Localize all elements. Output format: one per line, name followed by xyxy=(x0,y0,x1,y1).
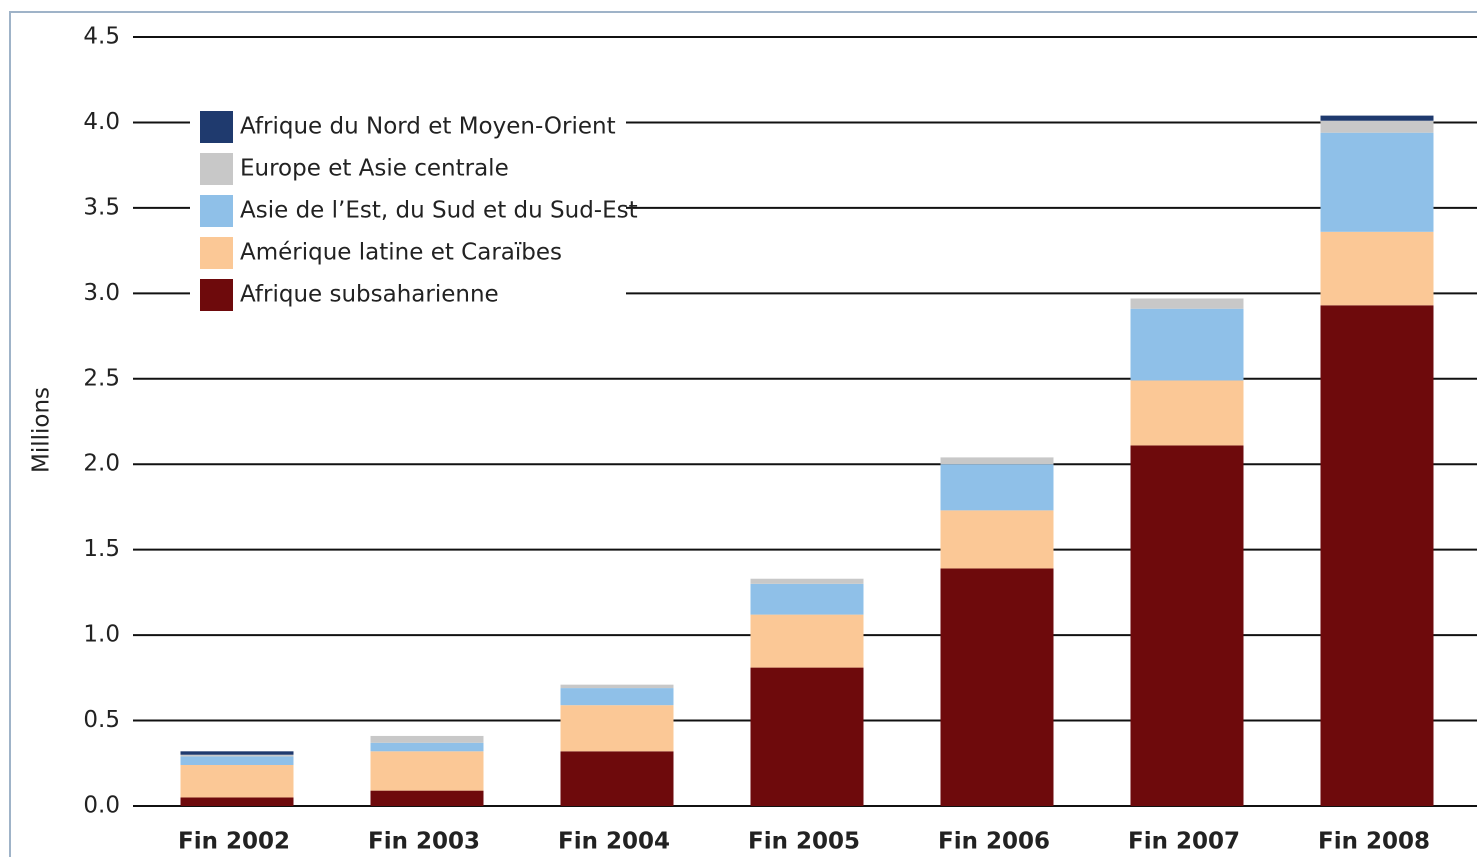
bar-segment xyxy=(560,684,674,689)
y-tick-label: 3.5 xyxy=(83,194,120,220)
bar-segment xyxy=(940,457,1054,465)
bar-segment xyxy=(370,790,484,806)
y-tick-label: 4.5 xyxy=(83,24,120,50)
bar-segment xyxy=(940,464,1054,511)
legend-swatch xyxy=(200,111,233,143)
legend-label: Asie de l’Est, du Sud et du Sud-Est xyxy=(240,198,638,224)
bar-segment xyxy=(1320,120,1434,133)
bar-segment xyxy=(1130,380,1244,446)
bar-segment xyxy=(560,688,674,706)
y-tick-label: 4.0 xyxy=(83,109,120,135)
y-tick-label: 1.5 xyxy=(83,536,120,562)
bar-segment xyxy=(370,735,484,743)
bar-segment xyxy=(180,754,294,757)
bar-segment xyxy=(1320,115,1434,121)
x-tick-label: Fin 2007 xyxy=(1128,829,1240,855)
x-tick-label: Fin 2004 xyxy=(558,829,670,855)
y-tick-label: 2.5 xyxy=(83,365,120,391)
bar-segment xyxy=(750,667,864,806)
frame xyxy=(9,11,1477,857)
bar-segment xyxy=(560,705,674,752)
bar-segment xyxy=(180,764,294,798)
bar-segment xyxy=(370,742,484,752)
bar-segment xyxy=(560,751,674,806)
x-tick-label: Fin 2008 xyxy=(1318,829,1430,855)
bar-segment xyxy=(1320,305,1434,806)
legend-swatch xyxy=(200,153,233,185)
bar-segment xyxy=(1130,445,1244,806)
y-axis-label: Millions xyxy=(29,387,55,473)
legend-swatch xyxy=(200,237,233,269)
bar-segment xyxy=(750,614,864,668)
legend-box xyxy=(190,105,626,317)
bar-segment xyxy=(180,797,294,806)
bar-segment xyxy=(370,751,484,791)
legend-label: Afrique du Nord et Moyen-Orient xyxy=(240,114,616,140)
y-tick-label: 3.0 xyxy=(83,280,120,306)
bar-segment xyxy=(1130,308,1244,381)
bar-segment xyxy=(1320,231,1434,306)
x-tick-label: Fin 2003 xyxy=(368,829,480,855)
bar-segment xyxy=(1130,298,1244,309)
bar-segment xyxy=(750,583,864,615)
y-tick-label: 1.0 xyxy=(83,622,120,648)
x-tick-label: Fin 2006 xyxy=(938,829,1050,855)
bar-segment xyxy=(1320,132,1434,232)
legend-label: Europe et Asie centrale xyxy=(240,156,509,182)
bar-segment xyxy=(750,578,864,584)
legend-label: Afrique subsaharienne xyxy=(240,282,499,308)
y-tick-label: 0.0 xyxy=(83,793,120,819)
y-tick-label: 2.0 xyxy=(83,451,120,477)
legend-swatch xyxy=(200,195,233,227)
x-tick-label: Fin 2005 xyxy=(748,829,860,855)
bar-segment xyxy=(940,568,1054,806)
legend-swatch xyxy=(200,279,233,311)
legend-label: Amérique latine et Caraïbes xyxy=(240,240,562,266)
bar-segment xyxy=(180,756,294,765)
bar-segment xyxy=(180,751,294,755)
x-tick-label: Fin 2002 xyxy=(178,829,290,855)
y-tick-label: 0.5 xyxy=(83,707,120,733)
bar-segment xyxy=(940,510,1054,569)
